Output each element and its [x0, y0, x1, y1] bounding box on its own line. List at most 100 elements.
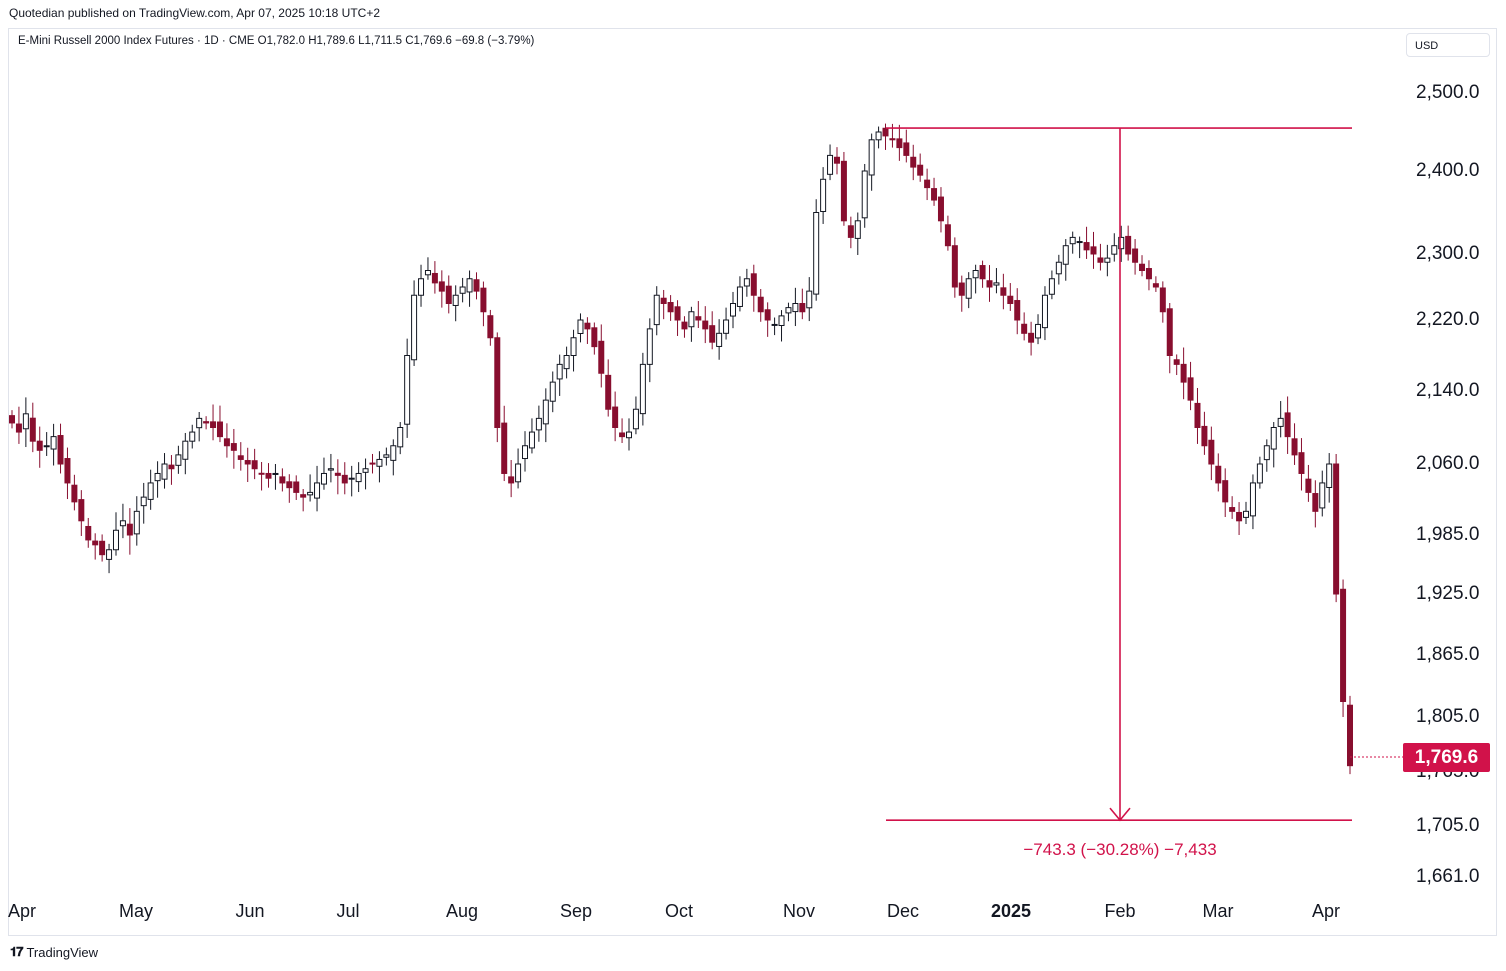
candle-body	[771, 323, 778, 326]
candle-body	[806, 290, 813, 309]
candle-body	[924, 179, 931, 189]
candle-body	[522, 445, 529, 460]
candle-body	[1326, 463, 1333, 488]
candle-body	[293, 481, 300, 493]
candle-body	[764, 309, 771, 321]
candle-body	[404, 355, 411, 425]
candle-body	[1118, 236, 1125, 250]
candle-body	[674, 306, 681, 321]
candle-body	[709, 325, 716, 343]
candle-body	[528, 431, 535, 449]
candle-body	[78, 499, 85, 522]
candle-body	[1152, 283, 1159, 288]
candle-body	[1215, 465, 1222, 484]
candle-body	[639, 363, 646, 415]
candle-body	[1076, 241, 1083, 244]
candle-body	[466, 278, 473, 293]
candle-body	[931, 188, 938, 201]
candle-body	[813, 212, 820, 295]
candle-body	[1048, 278, 1055, 295]
candle-body	[397, 427, 404, 448]
symbol-legend: E-Mini Russell 2000 Index Futures · 1D ·…	[18, 35, 534, 47]
candle-body	[126, 523, 133, 536]
candle-body	[369, 462, 376, 465]
price-tick-label: 2,220.0	[1416, 309, 1480, 330]
candle-body	[743, 278, 750, 287]
candle-body	[133, 510, 140, 535]
candle-body	[681, 321, 688, 330]
candle-body	[71, 484, 78, 503]
candle-body	[161, 463, 168, 480]
candle-body	[286, 481, 293, 489]
candle-body	[1055, 261, 1062, 275]
candle-body	[556, 363, 563, 380]
candle-body	[1083, 242, 1090, 251]
candle-body	[632, 408, 639, 430]
candle-body	[508, 476, 515, 484]
candle-body	[598, 340, 605, 374]
candle-body	[50, 436, 57, 450]
candle-body	[903, 142, 910, 156]
candle-body	[723, 319, 730, 334]
candle-body	[1201, 425, 1208, 447]
candle-body	[896, 138, 903, 149]
candle-body	[1319, 482, 1326, 509]
time-tick-label: Mar	[1202, 901, 1234, 921]
candle-body	[258, 472, 265, 475]
price-tick-label: 2,060.0	[1416, 453, 1480, 474]
candle-body	[1256, 463, 1263, 484]
price-tick-label: 2,500.0	[1416, 82, 1480, 103]
candle-body	[57, 435, 64, 465]
candle-body	[702, 320, 709, 330]
time-tick-label: Jun	[235, 901, 265, 921]
candle-body	[487, 315, 494, 339]
candle-body	[36, 440, 43, 451]
candle-body	[168, 464, 175, 470]
ohlc-low: L1,711.5	[358, 35, 403, 47]
candle-body	[438, 281, 445, 292]
candle-body	[1263, 445, 1270, 461]
candle-body	[1041, 294, 1048, 329]
candle-body	[917, 164, 924, 176]
publisher-line: Quotedian published on TradingView.com, …	[9, 6, 381, 20]
time-tick-label: May	[118, 901, 154, 921]
candle-body	[43, 445, 50, 448]
candle-body	[265, 472, 272, 479]
candle-body	[847, 225, 854, 238]
candle-body	[951, 245, 958, 288]
candle-body	[1312, 493, 1319, 512]
candle-body	[175, 454, 182, 466]
currency-selector[interactable]: USD	[1406, 33, 1490, 57]
measure-result-label: −743.3 (−30.28%) −7,433	[1023, 840, 1217, 859]
time-tick-label: Oct	[664, 901, 694, 921]
candle-body	[986, 280, 993, 288]
candle-body	[140, 496, 147, 507]
candle-body	[889, 138, 896, 141]
candle-body	[1243, 510, 1250, 518]
candle-body	[646, 328, 653, 365]
candle-body	[203, 421, 210, 424]
symbol-name[interactable]: E-Mini Russell 2000 Index Futures · 1D ·…	[18, 35, 255, 47]
candle-body	[667, 302, 674, 313]
candle-body	[1166, 308, 1173, 356]
candle-body	[424, 270, 431, 276]
time-tick-label: Sep	[559, 901, 593, 921]
candle-body	[1340, 588, 1347, 703]
candle-body	[1069, 236, 1076, 245]
candle-body	[833, 156, 840, 164]
candle-body	[1347, 704, 1353, 767]
candle-body	[854, 220, 861, 239]
candle-body	[106, 549, 113, 560]
candle-body	[15, 423, 22, 433]
tradingview-footer[interactable]: 𝟏𝟕 TradingView	[10, 944, 98, 960]
candle-body	[1104, 257, 1111, 263]
candle-body	[1229, 507, 1236, 512]
candle-body	[320, 472, 327, 485]
candle-body	[182, 440, 189, 460]
candle-body	[535, 417, 542, 431]
candle-body	[993, 282, 1000, 286]
candle-body	[1270, 427, 1277, 450]
ohlc-change: −69.8 (−3.79%)	[455, 35, 535, 47]
candle-body	[452, 294, 459, 306]
